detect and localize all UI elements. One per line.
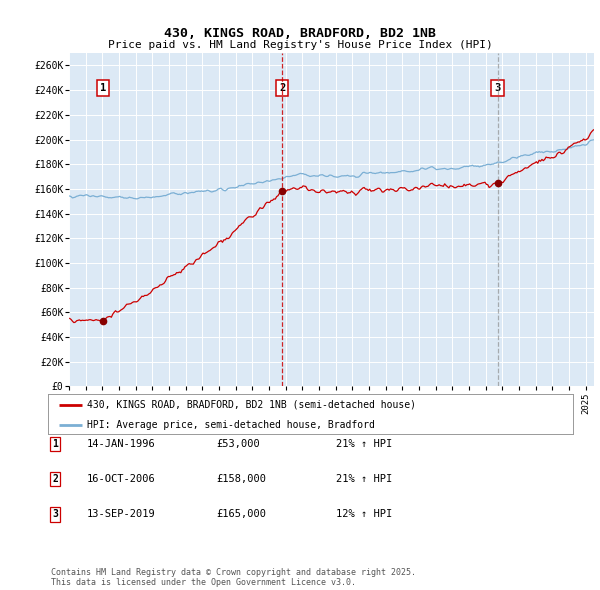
Text: 13-SEP-2019: 13-SEP-2019: [87, 510, 156, 519]
Text: 2: 2: [279, 83, 285, 93]
Text: £165,000: £165,000: [216, 510, 266, 519]
Text: 21% ↑ HPI: 21% ↑ HPI: [336, 439, 392, 448]
Text: 12% ↑ HPI: 12% ↑ HPI: [336, 510, 392, 519]
Text: 21% ↑ HPI: 21% ↑ HPI: [336, 474, 392, 484]
Text: HPI: Average price, semi-detached house, Bradford: HPI: Average price, semi-detached house,…: [88, 420, 375, 430]
Text: 1: 1: [100, 83, 106, 93]
Text: 16-OCT-2006: 16-OCT-2006: [87, 474, 156, 484]
Text: 430, KINGS ROAD, BRADFORD, BD2 1NB (semi-detached house): 430, KINGS ROAD, BRADFORD, BD2 1NB (semi…: [88, 400, 416, 410]
Text: 430, KINGS ROAD, BRADFORD, BD2 1NB: 430, KINGS ROAD, BRADFORD, BD2 1NB: [164, 27, 436, 40]
Text: 2: 2: [52, 474, 58, 484]
Text: Price paid vs. HM Land Registry's House Price Index (HPI): Price paid vs. HM Land Registry's House …: [107, 40, 493, 50]
Text: 1: 1: [52, 439, 58, 448]
Text: 3: 3: [52, 510, 58, 519]
Text: £53,000: £53,000: [216, 439, 260, 448]
Text: Contains HM Land Registry data © Crown copyright and database right 2025.
This d: Contains HM Land Registry data © Crown c…: [51, 568, 416, 587]
Text: 3: 3: [494, 83, 500, 93]
Text: 14-JAN-1996: 14-JAN-1996: [87, 439, 156, 448]
Text: £158,000: £158,000: [216, 474, 266, 484]
